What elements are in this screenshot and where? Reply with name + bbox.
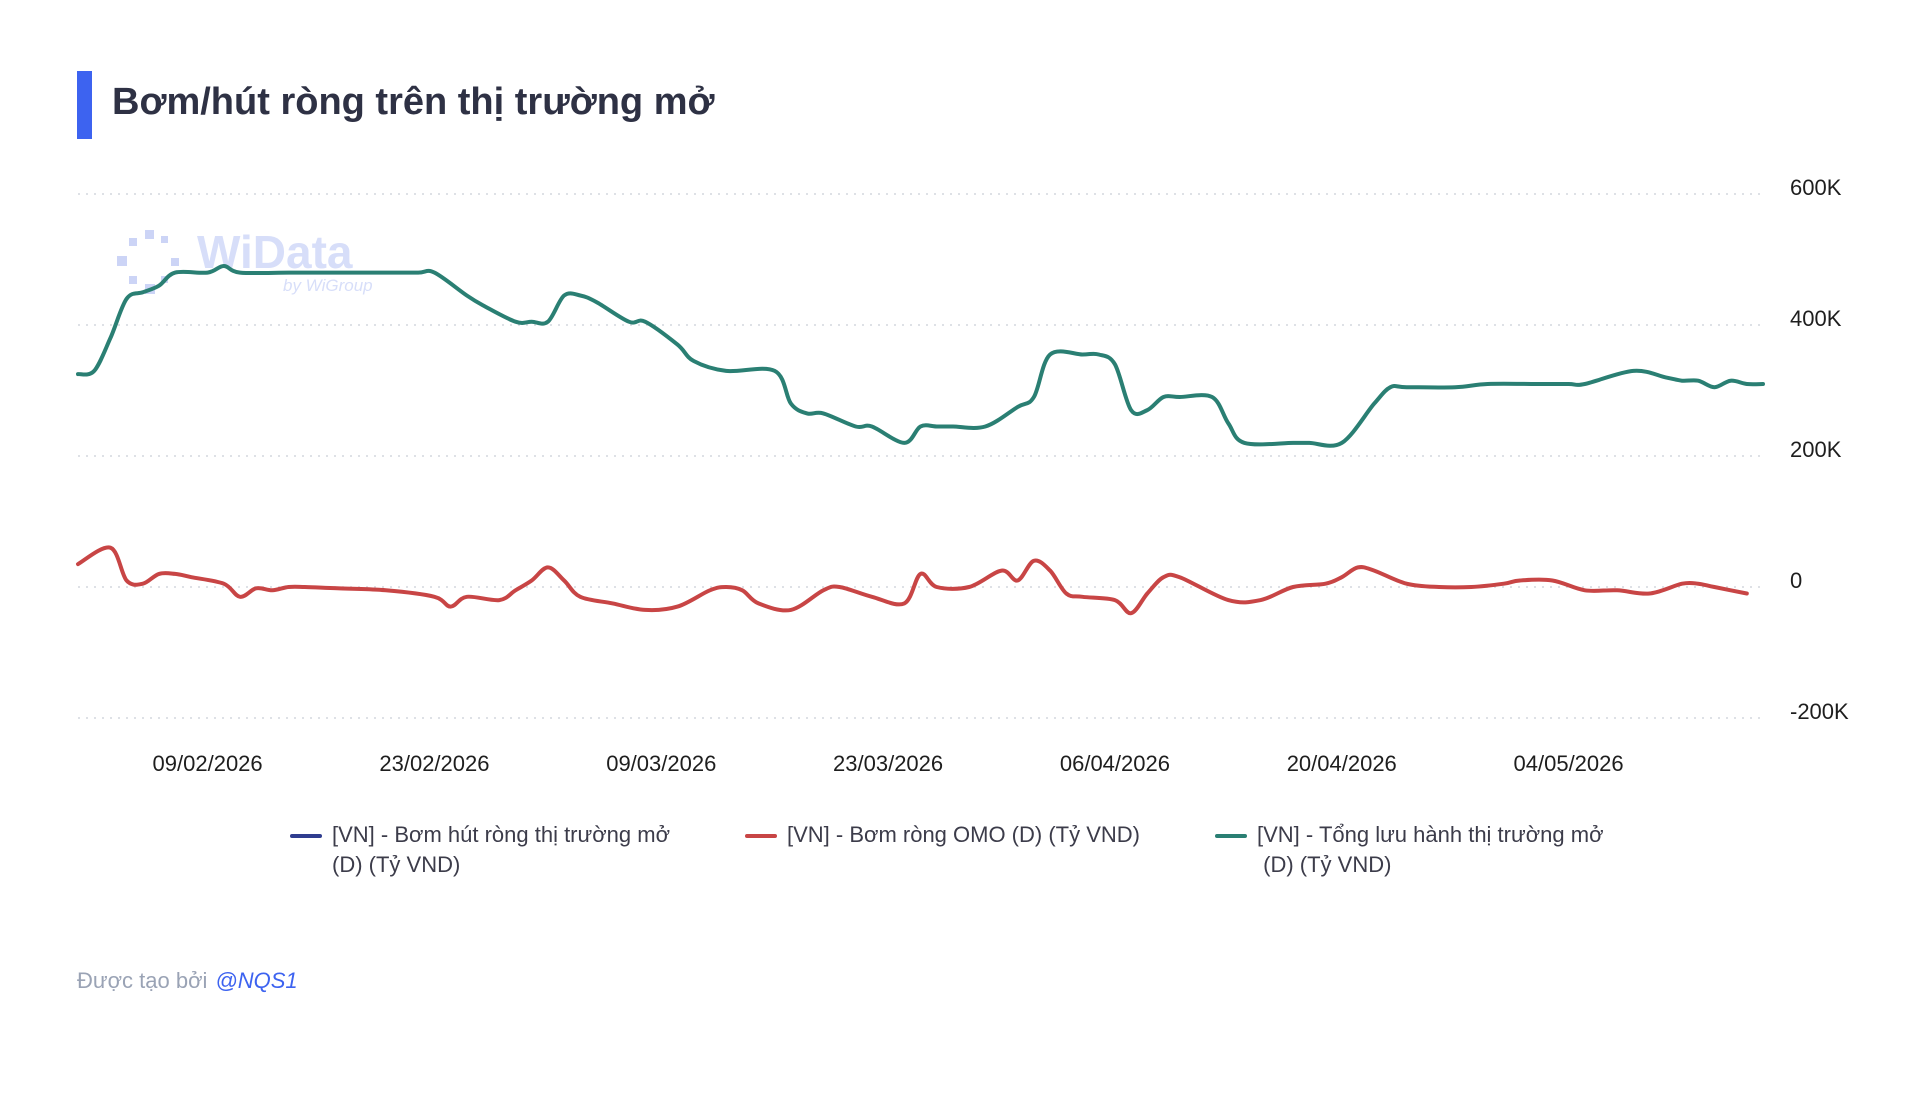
legend-item-net-omo[interactable]: [VN] - Bơm ròng OMO (D) (Tỷ VND) [745,820,1215,880]
footer-credit: Được tạo bởi @NQS1 [77,966,298,996]
legend-swatch-total-outstanding [1215,834,1247,838]
legend-label-total-outstanding-line1: [VN] - Tổng lưu hành thị trường mở [1257,822,1604,847]
footer-user-link[interactable]: @NQS1 [215,968,298,993]
y-tick-label: 0 [1790,568,1802,593]
legend-item-net-open-market[interactable]: [VN] - Bơm hút ròng thị trường mở (D) (T… [290,820,745,880]
x-axis-ticks: 09/02/2026 23/02/2026 09/03/2026 23/03/2026… [153,751,1624,776]
chart-legend: [VN] - Bơm hút ròng thị trường mở (D) (T… [290,820,1635,880]
legend-label-total-outstanding-line2: (D) (Tỷ VND) [1257,852,1392,877]
y-axis-ticks: 600K 400K 200K 0 -200K [1790,175,1849,724]
x-tick-label: 23/03/2026 [833,751,943,776]
legend-label-net-omo: [VN] - Bơm ròng OMO (D) (Tỷ VND) [787,822,1140,847]
series-lines [76,264,1765,616]
legend-swatch-net-open-market [290,834,322,838]
series-line-1[interactable] [76,545,1749,616]
footer-label: Được tạo bởi [77,968,208,993]
legend-label-net-open-market-line2: (D) (Tỷ VND) [332,852,461,877]
x-tick-label: 09/03/2026 [606,751,716,776]
x-tick-label: 20/04/2026 [1287,751,1397,776]
legend-item-total-outstanding[interactable]: [VN] - Tổng lưu hành thị trường mở (D) (… [1215,820,1635,880]
y-tick-label: -200K [1790,699,1849,724]
title-accent-bar [77,71,92,139]
x-tick-label: 23/02/2026 [379,751,489,776]
series-line-2[interactable] [76,264,1765,448]
x-tick-label: 04/05/2026 [1514,751,1624,776]
legend-label-net-open-market-line1: [VN] - Bơm hút ròng thị trường mở [332,822,670,847]
legend-swatch-net-omo [745,834,777,838]
x-tick-label: 06/04/2026 [1060,751,1170,776]
y-tick-label: 200K [1790,437,1842,462]
y-tick-label: 600K [1790,175,1842,200]
chart-title: Bơm/hút ròng trên thị trường mở [112,81,715,123]
x-tick-label: 09/02/2026 [153,751,263,776]
y-tick-label: 400K [1790,306,1842,331]
